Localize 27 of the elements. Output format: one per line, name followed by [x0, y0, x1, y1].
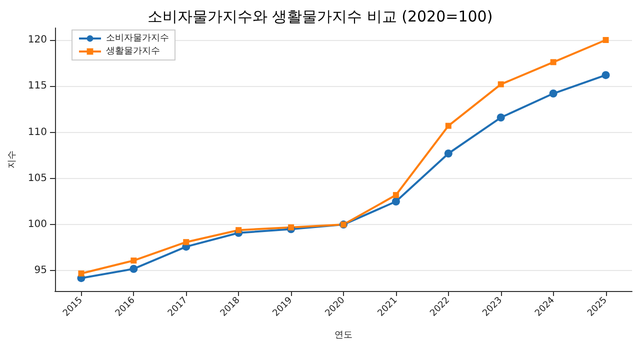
point: [602, 71, 610, 80]
point: [498, 81, 504, 88]
point: [550, 59, 556, 66]
y-axis-title: 지수: [8, 150, 18, 168]
point: [392, 197, 400, 206]
legend-label: 소비자물가지수: [106, 34, 169, 44]
point: [392, 192, 399, 198]
legend-label: 생활물가지수: [106, 46, 160, 56]
y-tick-label: 110: [28, 126, 47, 138]
point: [130, 258, 137, 264]
point: [602, 36, 609, 43]
y-tick-label: 95: [34, 265, 47, 276]
point: [78, 270, 84, 276]
chart-title: 소비자물가지수와 생활물가지수 비교 (2020=100): [147, 8, 493, 26]
point: [288, 224, 294, 230]
point: [445, 122, 452, 129]
y-tick-label: 120: [28, 34, 47, 46]
point: [236, 227, 242, 234]
y-tick-label: 100: [28, 219, 47, 230]
point: [130, 264, 138, 273]
point: [549, 90, 558, 98]
y-tick-label: 115: [28, 80, 47, 92]
x-axis-title: 연도: [334, 330, 352, 340]
point: [444, 150, 452, 158]
y-tick-label: 105: [28, 172, 47, 184]
point: [183, 239, 190, 246]
point: [496, 114, 505, 122]
